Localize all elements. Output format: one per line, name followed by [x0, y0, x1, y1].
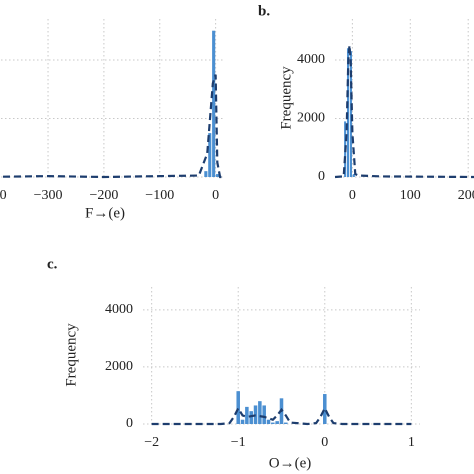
y-tick-label: 2000 [297, 111, 325, 126]
y-axis-label: Frequency [278, 66, 294, 130]
density-line [334, 45, 474, 179]
histogram-bar [212, 30, 216, 177]
x-tick-label: −2 [144, 435, 159, 450]
x-tick-label: 0 [349, 188, 356, 203]
y-tick-label: 2000 [105, 359, 133, 374]
density-line [0, 74, 224, 179]
histogram-bar [284, 422, 288, 424]
histogram-bar [266, 419, 271, 424]
histogram-bar [352, 174, 355, 177]
histogram-bar [245, 406, 249, 424]
histogram-bar [275, 421, 279, 424]
x-axis-label: F→(e) [85, 205, 125, 221]
histogram-bar [262, 405, 266, 424]
y-axis-label: Frequency [63, 323, 79, 387]
x-tick-label: −200 [89, 188, 118, 203]
y-tick-label: 0 [126, 416, 133, 431]
panel-label: b. [258, 3, 270, 19]
x-tick-label: −1 [231, 435, 246, 450]
x-tick-label: 100 [400, 188, 421, 203]
histogram-bar [349, 51, 352, 178]
y-tick-label: 4000 [105, 302, 133, 317]
histogram-bar [271, 422, 275, 424]
histogram-bar [249, 411, 253, 424]
x-tick-label: −300 [34, 188, 63, 203]
x-tick-label: 0 [321, 435, 328, 450]
density-line [151, 405, 412, 426]
x-axis-label: O→(e) [269, 455, 311, 471]
y-tick-label: 0 [318, 169, 325, 184]
histogram-bar [204, 171, 208, 177]
panel: 0 2000 4000 0 100 200 b. Frequency [258, 3, 474, 203]
histogram-bar [323, 394, 327, 424]
histogram-bar [216, 174, 220, 177]
x-tick-label: −400 [0, 188, 7, 203]
x-tick-label: −100 [145, 188, 174, 203]
histogram-bar [240, 419, 245, 424]
histogram-bar [236, 391, 240, 424]
x-tick-label: 0 [212, 188, 219, 203]
histogram-bar [258, 401, 262, 424]
histogram-bar [208, 133, 212, 177]
x-tick-label: 200 [458, 188, 474, 203]
panel: 0 2000 4000 −2 −1 0 1 c. Frequency O→(e) [47, 256, 420, 471]
x-tick-label: 1 [408, 435, 415, 450]
panel-label: c. [47, 256, 58, 272]
y-tick-label: 4000 [297, 52, 325, 67]
